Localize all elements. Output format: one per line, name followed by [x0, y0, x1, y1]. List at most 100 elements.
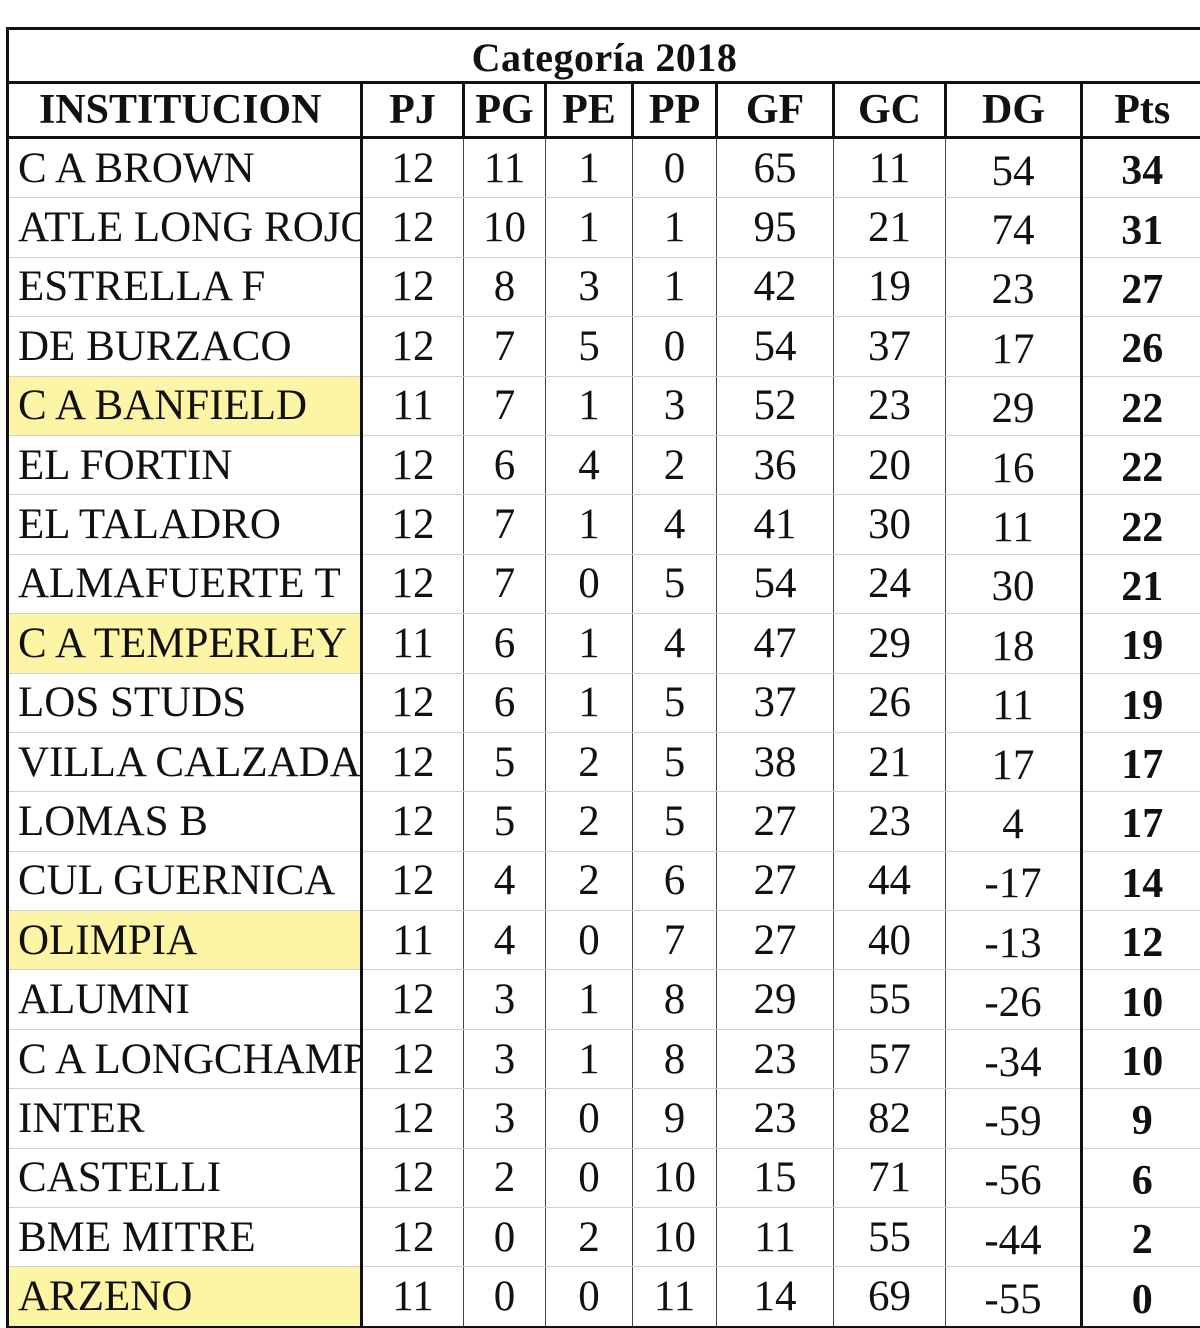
drawn-cell: 1	[546, 673, 633, 732]
goals-against-cell: 26	[834, 673, 946, 732]
drawn-cell: 1	[546, 376, 633, 435]
points-cell: 34	[1082, 138, 1200, 198]
goal-difference-cell: 4	[946, 792, 1082, 851]
goals-for-cell: 23	[717, 1029, 834, 1088]
goal-difference-cell: -56	[946, 1148, 1082, 1207]
lost-cell: 5	[633, 792, 717, 851]
won-cell: 6	[464, 614, 546, 673]
goals-for-cell: 23	[717, 1089, 834, 1148]
drawn-cell: 1	[546, 970, 633, 1029]
goal-difference-cell: -59	[946, 1089, 1082, 1148]
drawn-cell: 3	[546, 257, 633, 316]
goal-difference-cell: 17	[946, 317, 1082, 376]
won-cell: 10	[464, 198, 546, 257]
lost-cell: 1	[633, 198, 717, 257]
goals-for-cell: 27	[717, 792, 834, 851]
points-cell: 22	[1082, 376, 1200, 435]
drawn-cell: 0	[546, 911, 633, 970]
goals-against-cell: 21	[834, 732, 946, 791]
drawn-cell: 0	[546, 1148, 633, 1207]
points-cell: 26	[1082, 317, 1200, 376]
lost-cell: 4	[633, 614, 717, 673]
team-name-cell: CUL GUERNICA	[8, 851, 362, 910]
goal-difference-cell: 17	[946, 732, 1082, 791]
table-header: INSTITUCION PJ PG PE PP GF GC DG Pts	[8, 83, 1200, 138]
goals-against-cell: 69	[834, 1267, 946, 1327]
goals-for-cell: 14	[717, 1267, 834, 1327]
goals-against-cell: 29	[834, 614, 946, 673]
points-cell: 14	[1082, 851, 1200, 910]
played-cell: 12	[362, 851, 464, 910]
lost-cell: 11	[633, 1267, 717, 1327]
won-cell: 5	[464, 792, 546, 851]
goals-against-cell: 55	[834, 1208, 946, 1267]
drawn-cell: 2	[546, 1208, 633, 1267]
team-name-cell: LOS STUDS	[8, 673, 362, 732]
team-name-cell: C A BROWN	[8, 138, 362, 198]
won-cell: 7	[464, 317, 546, 376]
header-institucion: INSTITUCION	[8, 83, 362, 138]
points-cell: 9	[1082, 1089, 1200, 1148]
team-name-cell: ESTRELLA F	[8, 257, 362, 316]
lost-cell: 10	[633, 1208, 717, 1267]
lost-cell: 5	[633, 673, 717, 732]
drawn-cell: 2	[546, 851, 633, 910]
won-cell: 5	[464, 732, 546, 791]
goals-for-cell: 52	[717, 376, 834, 435]
drawn-cell: 2	[546, 732, 633, 791]
goals-against-cell: 19	[834, 257, 946, 316]
drawn-cell: 0	[546, 1267, 633, 1327]
goal-difference-cell: -26	[946, 970, 1082, 1029]
standings-table: INSTITUCION PJ PG PE PP GF GC DG Pts C A…	[6, 81, 1200, 1328]
goals-for-cell: 11	[717, 1208, 834, 1267]
played-cell: 12	[362, 1089, 464, 1148]
goals-for-cell: 42	[717, 257, 834, 316]
won-cell: 0	[464, 1267, 546, 1327]
goal-difference-cell: 18	[946, 614, 1082, 673]
header-dg: DG	[946, 83, 1082, 138]
goals-against-cell: 23	[834, 792, 946, 851]
goals-for-cell: 54	[717, 317, 834, 376]
table-title: Categoría 2018	[6, 27, 1200, 81]
won-cell: 3	[464, 1089, 546, 1148]
goals-for-cell: 36	[717, 435, 834, 494]
lost-cell: 3	[633, 376, 717, 435]
goal-difference-cell: 54	[946, 138, 1082, 198]
team-name-cell: INTER	[8, 1089, 362, 1148]
points-cell: 10	[1082, 970, 1200, 1029]
goals-against-cell: 20	[834, 435, 946, 494]
lost-cell: 10	[633, 1148, 717, 1207]
drawn-cell: 0	[546, 1089, 633, 1148]
drawn-cell: 5	[546, 317, 633, 376]
goals-for-cell: 41	[717, 495, 834, 554]
goal-difference-cell: 11	[946, 495, 1082, 554]
goals-for-cell: 37	[717, 673, 834, 732]
header-pe: PE	[546, 83, 633, 138]
lost-cell: 1	[633, 257, 717, 316]
team-name-cell: ALMAFUERTE T	[8, 554, 362, 613]
team-name-cell: C A BANFIELD	[8, 376, 362, 435]
played-cell: 12	[362, 495, 464, 554]
won-cell: 7	[464, 495, 546, 554]
goal-difference-cell: 74	[946, 198, 1082, 257]
points-cell: 31	[1082, 198, 1200, 257]
goals-against-cell: 23	[834, 376, 946, 435]
goals-for-cell: 38	[717, 732, 834, 791]
played-cell: 12	[362, 554, 464, 613]
team-name-cell: ARZENO	[8, 1267, 362, 1327]
drawn-cell: 1	[546, 1029, 633, 1088]
played-cell: 11	[362, 1267, 464, 1327]
points-cell: 17	[1082, 792, 1200, 851]
team-name-cell: CASTELLI	[8, 1148, 362, 1207]
